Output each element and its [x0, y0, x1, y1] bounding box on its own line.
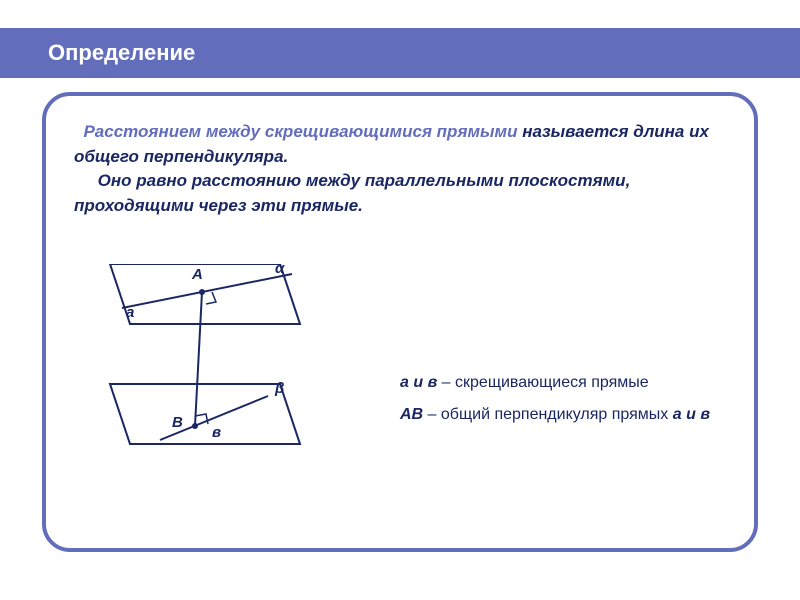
diagram-svg-holder: [100, 264, 360, 469]
label-a: а: [126, 304, 134, 321]
caption1-rest: – скрещивающиеся прямые: [437, 374, 648, 391]
caption2-mid: – общий перпендикуляр прямых: [423, 406, 673, 423]
caption2-rhs: а и в: [673, 406, 710, 423]
def-line3: Оно равно расстоянию между параллельными: [98, 171, 504, 190]
geometry-diagram: [100, 264, 360, 464]
label-beta: β: [275, 380, 284, 397]
header-band: Определение: [0, 28, 800, 78]
caption1-lhs: а и в: [400, 374, 437, 391]
label-A-point: А: [192, 266, 203, 283]
label-B-point: В: [172, 414, 183, 431]
label-b: в: [212, 424, 221, 441]
content-card: Расстоянием между скрещивающимися прямым…: [42, 92, 758, 552]
captions: а и в – скрещивающиеся прямые АВ – общий…: [400, 374, 740, 438]
caption-line-1: а и в – скрещивающиеся прямые: [400, 374, 740, 392]
definition-text: Расстоянием между скрещивающимися прямым…: [74, 120, 726, 219]
diagram-area: α а А β в В а и в – скрещивающиеся прямы…: [100, 264, 720, 504]
header-title: Определение: [48, 40, 195, 66]
label-alpha: α: [275, 260, 284, 277]
caption-line-2: АВ – общий перпендикуляр прямых а и в: [400, 406, 740, 424]
def-line1-emphasis: Расстоянием между скрещивающимися прямым…: [83, 122, 517, 141]
caption2-lhs: АВ: [400, 406, 423, 423]
